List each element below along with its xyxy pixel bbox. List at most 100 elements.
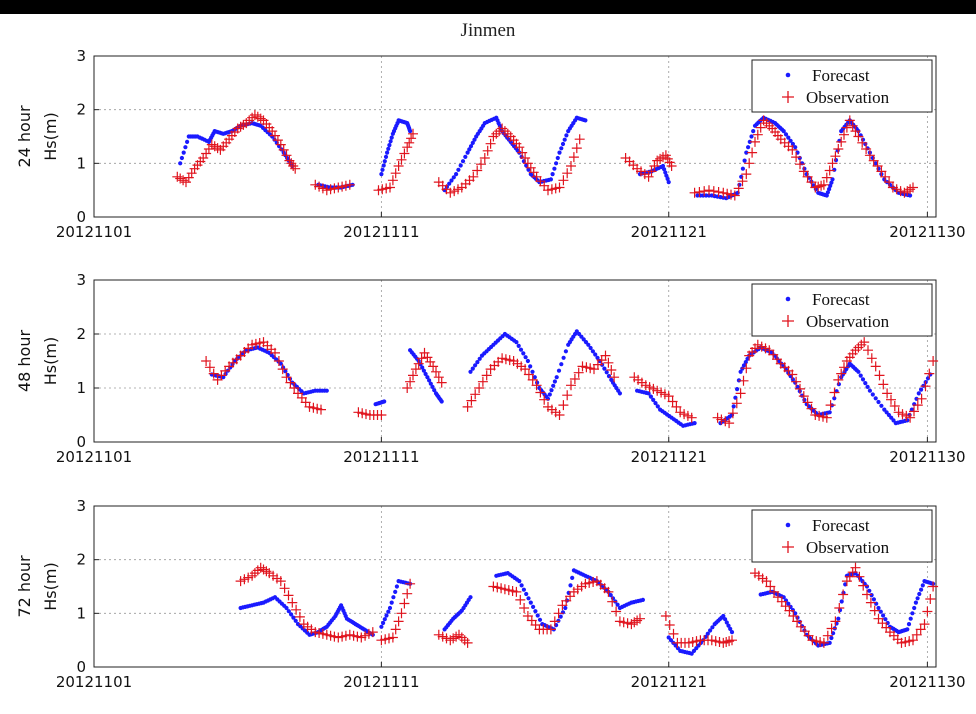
- forecast-point: [919, 587, 924, 592]
- forecast-point: [651, 397, 656, 402]
- forecast-point: [908, 193, 913, 198]
- forecast-point: [870, 392, 875, 397]
- observation-point: [635, 613, 645, 624]
- forecast-point: [557, 150, 562, 155]
- observation-point: [865, 597, 876, 608]
- forecast-point: [860, 377, 866, 382]
- observation-point: [385, 182, 395, 193]
- observation-point: [738, 375, 749, 386]
- observation-point: [925, 594, 936, 604]
- observation-point: [558, 175, 569, 186]
- observation-point: [289, 383, 300, 393]
- forecast-point: [908, 616, 913, 621]
- forecast-point: [786, 135, 791, 140]
- legend-box: [751, 283, 933, 337]
- forecast-point: [705, 631, 710, 636]
- observation-point: [474, 383, 485, 393]
- observation-point: [468, 171, 479, 182]
- observation-point: [520, 364, 531, 375]
- forecast-point: [788, 138, 793, 143]
- observation-point: [752, 129, 763, 140]
- observation-point: [833, 374, 844, 385]
- observation-point: [761, 576, 772, 587]
- observation-point: [727, 408, 738, 419]
- forecast-point: [526, 596, 531, 601]
- forecast-point: [867, 388, 873, 393]
- forecast-point: [917, 591, 922, 597]
- forecast-point: [830, 177, 835, 182]
- observation-point: [558, 400, 569, 411]
- observation-point: [316, 404, 326, 415]
- forecast-point: [554, 161, 559, 166]
- observation-point: [798, 391, 809, 402]
- observation-point: [829, 387, 840, 398]
- observation-point: [387, 632, 398, 643]
- observation-point: [402, 588, 413, 599]
- x-tick-label: 20121101: [56, 223, 132, 241]
- forecast-point: [470, 140, 475, 145]
- observation-point: [850, 126, 861, 137]
- forecast-point: [278, 361, 283, 366]
- forecast-point: [382, 617, 387, 622]
- observation-point: [802, 171, 813, 182]
- forecast-point: [648, 394, 654, 399]
- forecast-point: [554, 375, 559, 380]
- legend-forecast-marker: [785, 296, 791, 302]
- y-tick-label: 1: [76, 604, 86, 622]
- observation-point: [571, 143, 582, 154]
- observation-point: [818, 637, 829, 648]
- observation-point: [367, 627, 378, 638]
- observation-point: [402, 142, 413, 153]
- forecast-point: [665, 176, 670, 181]
- forecast-point: [472, 137, 477, 142]
- observation-point: [569, 374, 580, 384]
- forecast-point: [615, 602, 620, 607]
- observation-point: [844, 115, 855, 126]
- forecast-point: [185, 139, 190, 144]
- observation-point: [568, 152, 579, 163]
- forecast-point: [284, 605, 289, 611]
- forecast-point: [915, 596, 920, 601]
- forecast-point: [408, 129, 413, 134]
- observation-point: [405, 376, 416, 387]
- observation-point: [539, 394, 550, 405]
- forecast-point: [293, 618, 298, 623]
- forecast-point: [860, 137, 866, 142]
- forecast-point: [786, 601, 791, 606]
- observation-point: [686, 412, 697, 423]
- forecast-point: [595, 355, 600, 360]
- observation-point: [201, 356, 212, 366]
- forecast-point: [547, 392, 552, 397]
- y-axis-label: Hs(m): [41, 562, 60, 610]
- observation-point: [643, 171, 654, 182]
- legend-forecast-label: Forecast: [812, 66, 870, 85]
- observation-point: [747, 147, 758, 158]
- forecast-point: [528, 364, 533, 369]
- forecast-point: [738, 369, 743, 374]
- observation-point: [278, 144, 289, 155]
- forecast-point: [393, 589, 398, 595]
- observation-point: [600, 350, 611, 361]
- observation-point: [795, 159, 805, 170]
- y-tick-label: 0: [76, 658, 86, 676]
- forecast-point: [555, 155, 560, 161]
- observation-point: [553, 608, 564, 619]
- observation-point: [825, 400, 836, 411]
- y-tick-label: 2: [76, 551, 86, 569]
- forecast-point: [432, 388, 437, 393]
- x-tick-label: 20121130: [889, 448, 965, 466]
- observation-point: [841, 122, 852, 133]
- observation-point: [666, 161, 677, 171]
- observation-point: [861, 144, 872, 154]
- observation-point: [566, 161, 576, 171]
- observation-point: [733, 183, 744, 194]
- forecast-point: [458, 163, 463, 168]
- observation-point: [663, 391, 674, 402]
- observation-point: [788, 611, 799, 621]
- observation-point: [863, 345, 873, 356]
- forecast-point: [793, 611, 798, 616]
- forecast-point: [526, 167, 531, 172]
- observation-point: [792, 616, 803, 627]
- observation-point: [862, 589, 872, 600]
- observation-point: [909, 406, 919, 417]
